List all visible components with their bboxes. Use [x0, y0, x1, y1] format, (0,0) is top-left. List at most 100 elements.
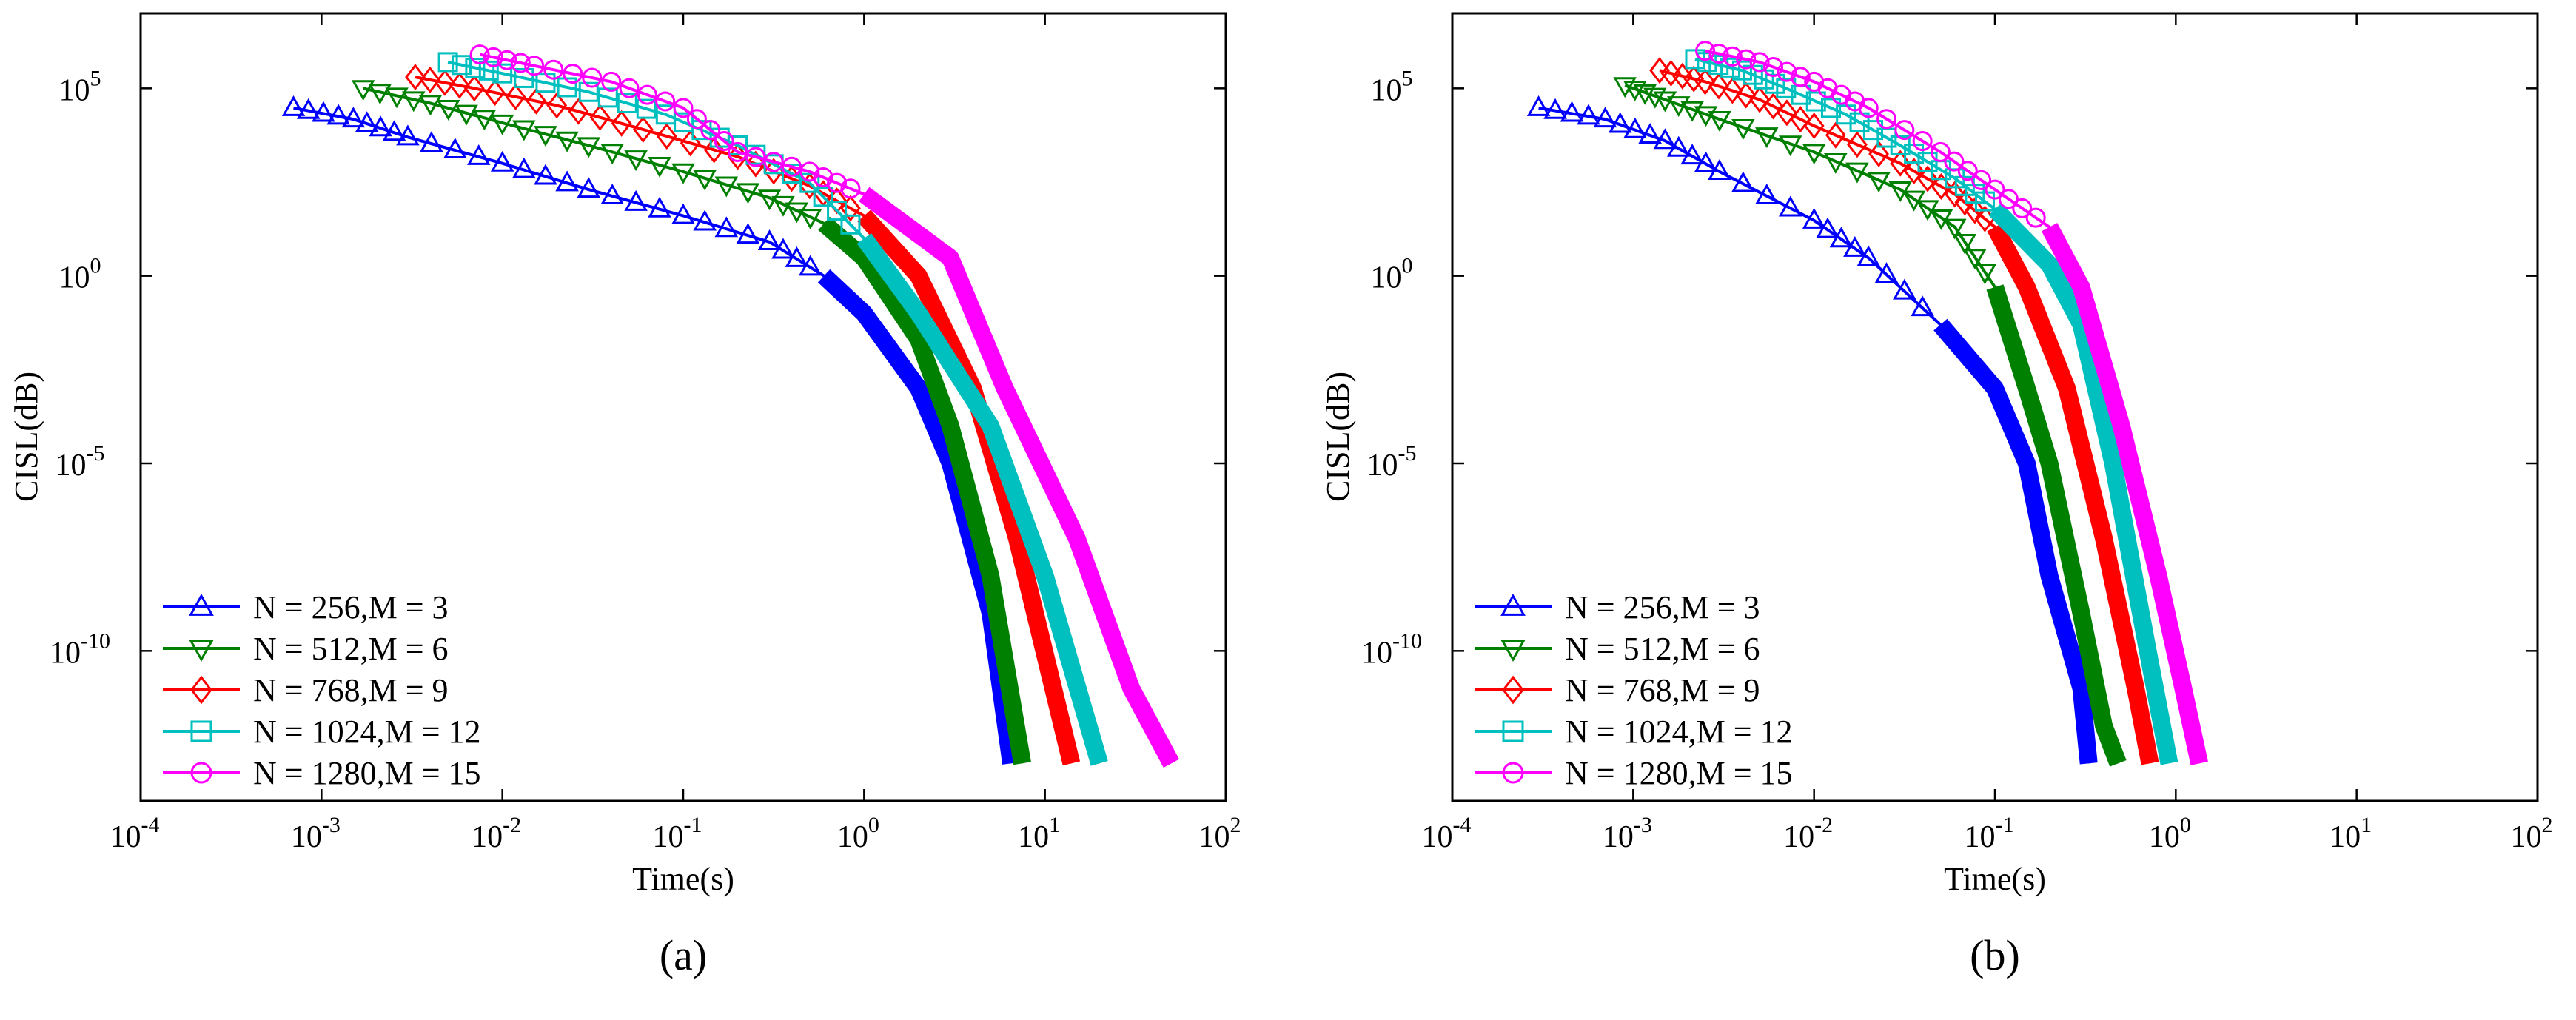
data-point — [648, 156, 671, 178]
x-axis-title: Time(s) — [632, 861, 734, 897]
data-point — [1666, 135, 1691, 157]
data-point — [1749, 52, 1770, 73]
x-tick-label: 101 — [1018, 813, 1060, 854]
data-point — [484, 79, 506, 107]
data-point — [355, 111, 379, 132]
data-point — [1894, 120, 1915, 141]
data-point — [455, 104, 478, 126]
legend-label: N = 512,M = 6 — [1565, 631, 1760, 667]
data-point — [714, 216, 739, 238]
data-point — [396, 124, 420, 146]
data-point — [745, 150, 766, 178]
data-point — [1931, 172, 1952, 201]
legend-label: N = 1024,M = 12 — [253, 714, 481, 750]
data-point — [1638, 123, 1662, 144]
data-point — [1608, 112, 1632, 133]
legend-label: N = 768,M = 9 — [253, 672, 449, 708]
x-tick-label: 100 — [2149, 813, 2191, 854]
data-point — [312, 101, 335, 122]
data-point — [656, 123, 677, 150]
series-line — [363, 87, 1024, 764]
data-point — [1731, 171, 1755, 192]
data-point — [648, 196, 671, 218]
data-point — [1695, 41, 1716, 61]
legend-marker — [1500, 640, 1526, 662]
panel-label: (a) — [660, 931, 707, 979]
x-tick-label: 10-1 — [653, 813, 702, 854]
data-point — [465, 58, 486, 78]
data-point — [1694, 68, 1716, 95]
data-point — [512, 157, 536, 178]
data-point — [2025, 207, 2046, 228]
data-point — [1543, 98, 1567, 119]
y-tick-label: 105 — [59, 66, 101, 107]
series-dense-band — [818, 216, 1031, 765]
data-point — [577, 177, 601, 198]
data-point — [526, 87, 547, 115]
data-point — [555, 170, 579, 192]
y-tick-label: 10-5 — [56, 441, 105, 483]
data-point — [1849, 112, 1870, 132]
chart-panel-a: 10-4 10-3 10-2 10-1 100 101 102 10-10 10-5 100 105… — [8, 12, 1241, 897]
data-point — [798, 255, 822, 276]
data-point — [1720, 57, 1741, 78]
data-point — [1867, 172, 1891, 193]
series-1 — [1526, 95, 2098, 765]
data-point — [382, 120, 406, 141]
data-point — [490, 150, 514, 172]
data-point — [1802, 144, 1826, 165]
x-tick-label: 10-2 — [472, 813, 521, 854]
data-point — [582, 67, 603, 88]
data-point — [1868, 140, 1889, 168]
series-5 — [1695, 41, 2208, 765]
legend-marker — [1500, 593, 1526, 616]
x-tick-label: 102 — [1199, 813, 1241, 854]
data-point — [281, 95, 306, 116]
data-point — [1708, 73, 1729, 100]
chart-panel-b: 10-4 10-3 10-2 10-1 100 101 102 10-10 10-5 100 105… — [1320, 12, 2553, 897]
data-point — [1776, 78, 1797, 98]
data-point — [1953, 233, 1977, 255]
data-point — [490, 114, 514, 135]
y-axis-title: CISL(dB) — [8, 372, 44, 502]
data-point — [351, 80, 375, 101]
data-point — [568, 98, 589, 125]
legend-marker — [1502, 675, 1524, 705]
data-point — [1957, 161, 1978, 181]
data-point — [1816, 217, 1839, 238]
x-tick-label: 101 — [2330, 813, 2372, 854]
data-point — [745, 147, 766, 167]
data-point — [385, 87, 409, 109]
data-point — [1613, 77, 1637, 98]
data-point — [577, 137, 601, 158]
data-point — [1735, 81, 1757, 109]
legend-marker — [190, 675, 212, 705]
series-3 — [1649, 57, 2159, 765]
data-point — [296, 98, 321, 119]
data-point — [1802, 207, 1826, 229]
data-point — [1633, 84, 1657, 105]
data-point — [671, 163, 695, 184]
data-point — [1577, 104, 1600, 125]
data-point — [497, 50, 517, 70]
data-point — [1829, 227, 1854, 248]
data-point — [472, 110, 497, 131]
data-point — [1643, 87, 1667, 109]
data-point — [1930, 141, 1951, 162]
x-axis-title: Time(s) — [1944, 861, 2046, 897]
data-point — [514, 67, 534, 88]
data-point — [1985, 179, 2005, 200]
data-point — [736, 183, 760, 204]
series-5 — [469, 44, 1179, 768]
data-point — [799, 172, 820, 193]
series-dense-band — [1988, 203, 2178, 765]
data-point — [1858, 98, 1879, 118]
data-point — [1526, 95, 1551, 116]
data-point — [1903, 158, 1925, 185]
series-dense-band — [2041, 223, 2208, 765]
data-point — [1790, 106, 1811, 133]
data-point — [1973, 264, 1997, 285]
data-point — [1845, 162, 1869, 184]
data-point — [1944, 151, 1965, 172]
